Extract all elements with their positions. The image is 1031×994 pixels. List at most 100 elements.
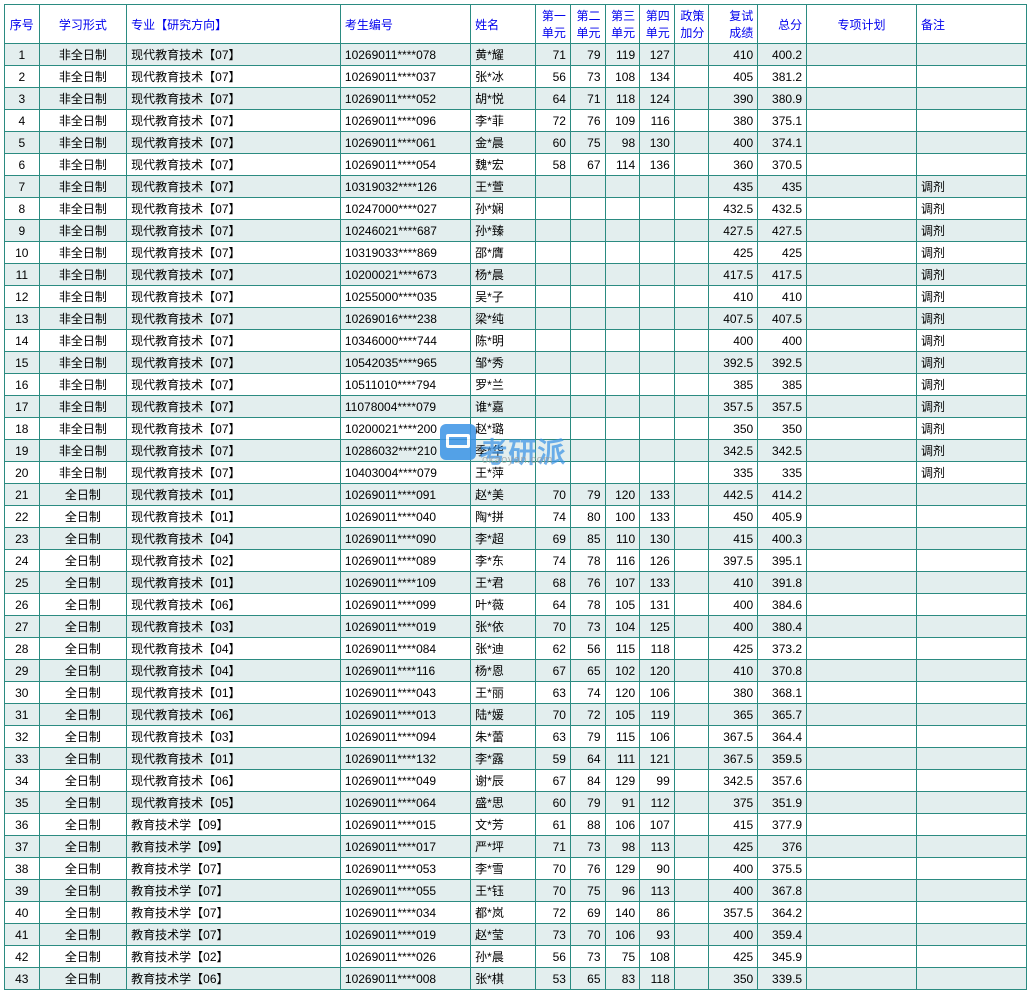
cell-idx: 24 bbox=[5, 550, 40, 572]
cell-re: 415 bbox=[709, 528, 758, 550]
cell-u3 bbox=[605, 352, 640, 374]
cell-plan bbox=[807, 154, 917, 176]
cell-mode: 非全日制 bbox=[39, 66, 127, 88]
col-header-major: 专业【研究方向】 bbox=[127, 5, 341, 44]
cell-name: 魏*宏 bbox=[471, 154, 536, 176]
cell-u4: 106 bbox=[640, 726, 675, 748]
cell-exam: 10269011****052 bbox=[340, 88, 470, 110]
cell-note: 调剂 bbox=[917, 440, 1027, 462]
cell-u3: 129 bbox=[605, 770, 640, 792]
cell-note bbox=[917, 550, 1027, 572]
table-row: 7非全日制现代教育技术【07】10319032****126王*萱435435调… bbox=[5, 176, 1027, 198]
cell-u4: 133 bbox=[640, 484, 675, 506]
cell-u1: 63 bbox=[536, 726, 571, 748]
cell-note bbox=[917, 968, 1027, 990]
cell-u3 bbox=[605, 220, 640, 242]
cell-u1 bbox=[536, 462, 571, 484]
table-row: 14非全日制现代教育技术【07】10346000****744陈*明400400… bbox=[5, 330, 1027, 352]
cell-exam: 10269011****008 bbox=[340, 968, 470, 990]
cell-idx: 17 bbox=[5, 396, 40, 418]
cell-major: 现代教育技术【07】 bbox=[127, 88, 341, 110]
cell-name: 黄*耀 bbox=[471, 44, 536, 66]
cell-plan bbox=[807, 858, 917, 880]
table-row: 41全日制教育技术学【07】10269011****019赵*莹73701069… bbox=[5, 924, 1027, 946]
cell-name: 吴*子 bbox=[471, 286, 536, 308]
cell-u4: 133 bbox=[640, 572, 675, 594]
cell-mode: 非全日制 bbox=[39, 308, 127, 330]
cell-mode: 非全日制 bbox=[39, 176, 127, 198]
cell-u3: 102 bbox=[605, 660, 640, 682]
cell-re: 432.5 bbox=[709, 198, 758, 220]
cell-pol bbox=[674, 462, 709, 484]
cell-mode: 全日制 bbox=[39, 616, 127, 638]
cell-u2: 73 bbox=[570, 946, 605, 968]
cell-u1 bbox=[536, 330, 571, 352]
cell-major: 现代教育技术【07】 bbox=[127, 396, 341, 418]
cell-plan bbox=[807, 726, 917, 748]
cell-note bbox=[917, 836, 1027, 858]
cell-u1: 70 bbox=[536, 484, 571, 506]
cell-major: 现代教育技术【07】 bbox=[127, 66, 341, 88]
cell-pol bbox=[674, 286, 709, 308]
cell-major: 现代教育技术【01】 bbox=[127, 506, 341, 528]
cell-name: 李*露 bbox=[471, 748, 536, 770]
cell-re: 410 bbox=[709, 572, 758, 594]
table-row: 2非全日制现代教育技术【07】10269011****037张*冰5673108… bbox=[5, 66, 1027, 88]
cell-mode: 全日制 bbox=[39, 836, 127, 858]
cell-idx: 28 bbox=[5, 638, 40, 660]
cell-u2: 64 bbox=[570, 748, 605, 770]
cell-pol bbox=[674, 528, 709, 550]
cell-u1 bbox=[536, 396, 571, 418]
cell-idx: 12 bbox=[5, 286, 40, 308]
cell-u2 bbox=[570, 440, 605, 462]
cell-major: 现代教育技术【01】 bbox=[127, 682, 341, 704]
cell-note: 调剂 bbox=[917, 198, 1027, 220]
cell-u3: 104 bbox=[605, 616, 640, 638]
cell-pol bbox=[674, 792, 709, 814]
cell-u1: 60 bbox=[536, 792, 571, 814]
cell-u3: 75 bbox=[605, 946, 640, 968]
cell-re: 417.5 bbox=[709, 264, 758, 286]
cell-u3: 106 bbox=[605, 924, 640, 946]
cell-pol bbox=[674, 176, 709, 198]
cell-plan bbox=[807, 66, 917, 88]
cell-u1: 70 bbox=[536, 858, 571, 880]
cell-u1: 68 bbox=[536, 572, 571, 594]
cell-note bbox=[917, 902, 1027, 924]
cell-mode: 非全日制 bbox=[39, 352, 127, 374]
cell-exam: 11078004****079 bbox=[340, 396, 470, 418]
cell-u3 bbox=[605, 462, 640, 484]
cell-idx: 41 bbox=[5, 924, 40, 946]
cell-note bbox=[917, 924, 1027, 946]
cell-u2 bbox=[570, 396, 605, 418]
table-row: 29全日制现代教育技术【04】10269011****116杨*恩6765102… bbox=[5, 660, 1027, 682]
cell-tot: 381.2 bbox=[758, 66, 807, 88]
cell-idx: 27 bbox=[5, 616, 40, 638]
table-row: 40全日制教育技术学【07】10269011****034都*岚72691408… bbox=[5, 902, 1027, 924]
cell-note: 调剂 bbox=[917, 176, 1027, 198]
cell-re: 400 bbox=[709, 924, 758, 946]
cell-u4: 133 bbox=[640, 506, 675, 528]
cell-u4: 108 bbox=[640, 946, 675, 968]
cell-major: 现代教育技术【02】 bbox=[127, 550, 341, 572]
cell-re: 357.5 bbox=[709, 902, 758, 924]
cell-plan bbox=[807, 660, 917, 682]
cell-tot: 370.8 bbox=[758, 660, 807, 682]
cell-major: 教育技术学【09】 bbox=[127, 836, 341, 858]
cell-tot: 435 bbox=[758, 176, 807, 198]
table-row: 9非全日制现代教育技术【07】10246021****687孙*臻427.542… bbox=[5, 220, 1027, 242]
cell-pol bbox=[674, 682, 709, 704]
cell-tot: 376 bbox=[758, 836, 807, 858]
cell-exam: 10319032****126 bbox=[340, 176, 470, 198]
cell-u1: 53 bbox=[536, 968, 571, 990]
cell-pol bbox=[674, 110, 709, 132]
cell-mode: 全日制 bbox=[39, 748, 127, 770]
cell-tot: 405.9 bbox=[758, 506, 807, 528]
cell-u3: 108 bbox=[605, 66, 640, 88]
cell-u3 bbox=[605, 396, 640, 418]
table-row: 21全日制现代教育技术【01】10269011****091赵*美7079120… bbox=[5, 484, 1027, 506]
cell-tot: 380.9 bbox=[758, 88, 807, 110]
cell-u4 bbox=[640, 440, 675, 462]
cell-note bbox=[917, 726, 1027, 748]
cell-major: 教育技术学【02】 bbox=[127, 946, 341, 968]
